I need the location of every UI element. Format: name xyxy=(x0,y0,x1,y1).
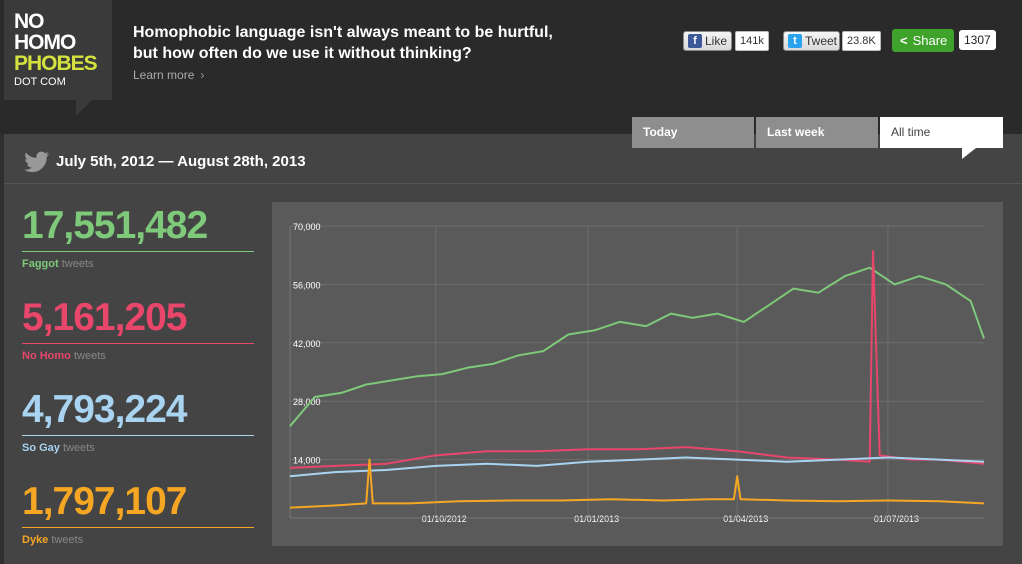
headline: Homophobic language isn't always meant t… xyxy=(133,22,573,64)
panel-divider xyxy=(4,183,1022,184)
share-label: Share xyxy=(912,33,948,48)
stat-term: So Gay xyxy=(22,442,60,454)
site-header: NO HOMO PHOBES DOT COM Homophobic langua… xyxy=(0,0,1022,134)
logo-speech-tail xyxy=(76,100,92,116)
stat-so-gay: 4,793,224 So Gay tweets xyxy=(22,390,254,454)
share-icon: < xyxy=(900,33,908,48)
series-line-no-homo xyxy=(289,250,985,469)
headline-line-2: but how often do we use it without think… xyxy=(133,45,472,62)
stat-number: 4,793,224 xyxy=(22,388,188,431)
tab-last-week[interactable]: Last week xyxy=(756,117,878,148)
stat-label: No Homo tweets xyxy=(22,350,254,362)
stat-number: 17,551,482 xyxy=(22,204,208,247)
logo-text-phobes: PHOBES xyxy=(14,52,98,75)
series-line-dyke xyxy=(289,458,985,509)
stat-suffix: tweets xyxy=(73,350,106,362)
stat-underline xyxy=(22,435,254,436)
stat-term: No Homo xyxy=(22,350,71,362)
series-line-faggot xyxy=(289,266,985,427)
share-count: 1307 xyxy=(959,30,996,50)
stat-suffix: tweets xyxy=(61,258,94,270)
y-tick-label: 28,000 xyxy=(293,397,321,407)
twitter-bird-icon: t xyxy=(788,34,802,48)
like-label: Like xyxy=(705,34,728,48)
tab-today[interactable]: Today xyxy=(632,117,754,148)
active-tab-pointer xyxy=(962,148,976,159)
stat-underline xyxy=(22,343,254,344)
stat-number: 5,161,205 xyxy=(22,296,188,339)
logo-text-no: NO xyxy=(14,10,44,33)
x-tick-label: 01/01/2013 xyxy=(574,514,619,524)
site-logo[interactable]: NO HOMO PHOBES DOT COM xyxy=(4,0,112,100)
stat-label: So Gay tweets xyxy=(22,442,254,454)
facebook-icon: f xyxy=(688,34,702,48)
tweet-label: Tweet xyxy=(805,34,838,48)
stat-underline xyxy=(22,251,254,252)
x-tick-label: 01/10/2012 xyxy=(422,514,467,524)
y-tick-label: 56,000 xyxy=(293,280,321,290)
x-tick-label: 01/07/2013 xyxy=(874,514,919,524)
like-count: 141k xyxy=(735,31,769,51)
facebook-like-button[interactable]: f Like xyxy=(683,31,732,51)
logo-text-dotcom: DOT COM xyxy=(14,76,66,88)
stat-term: Dyke xyxy=(22,534,49,546)
stat-label: Dyke tweets xyxy=(22,534,254,546)
stat-no-homo: 5,161,205 No Homo tweets xyxy=(22,298,254,362)
headline-line-1: Homophobic language isn't always meant t… xyxy=(133,24,553,41)
stat-suffix: tweets xyxy=(62,442,95,454)
stat-label: Faggot tweets xyxy=(22,258,254,270)
tweet-button[interactable]: t Tweet xyxy=(783,31,840,51)
tweets-chart-container: 14,000 28,000 42,000 56,000 70,000 01/10/2012… xyxy=(272,202,1003,546)
x-tick-label: 01/04/2013 xyxy=(723,514,768,524)
series-line-so-gay xyxy=(289,456,985,478)
stat-suffix: tweets xyxy=(51,534,84,546)
tab-all-time[interactable]: All time xyxy=(880,117,1003,148)
tweet-count: 23.8K xyxy=(842,31,881,51)
date-range-text: July 5th, 2012 — August 28th, 2013 xyxy=(56,153,306,170)
learn-more-label: Learn more xyxy=(133,68,195,82)
y-tick-label: 70,000 xyxy=(293,222,321,232)
y-tick-label: 42,000 xyxy=(293,339,321,349)
stat-underline xyxy=(22,527,254,528)
stat-faggot: 17,551,482 Faggot tweets xyxy=(22,206,254,270)
learn-more-link[interactable]: Learn more › xyxy=(133,68,204,82)
chevron-right-icon: › xyxy=(200,68,205,82)
stat-number: 1,797,107 xyxy=(22,480,188,523)
stat-dyke: 1,797,107 Dyke tweets xyxy=(22,482,254,546)
stat-term: Faggot xyxy=(22,258,59,270)
twitter-bird-icon xyxy=(24,151,49,173)
share-button[interactable]: < Share xyxy=(892,29,954,52)
date-range-row: July 5th, 2012 — August 28th, 2013 xyxy=(24,151,306,173)
logo-text-homo: HOMO xyxy=(14,31,76,54)
tweets-line-chart: 14,000 28,000 42,000 56,000 70,000 01/10/2012… xyxy=(289,222,985,524)
y-tick-label: 14,000 xyxy=(293,456,321,466)
